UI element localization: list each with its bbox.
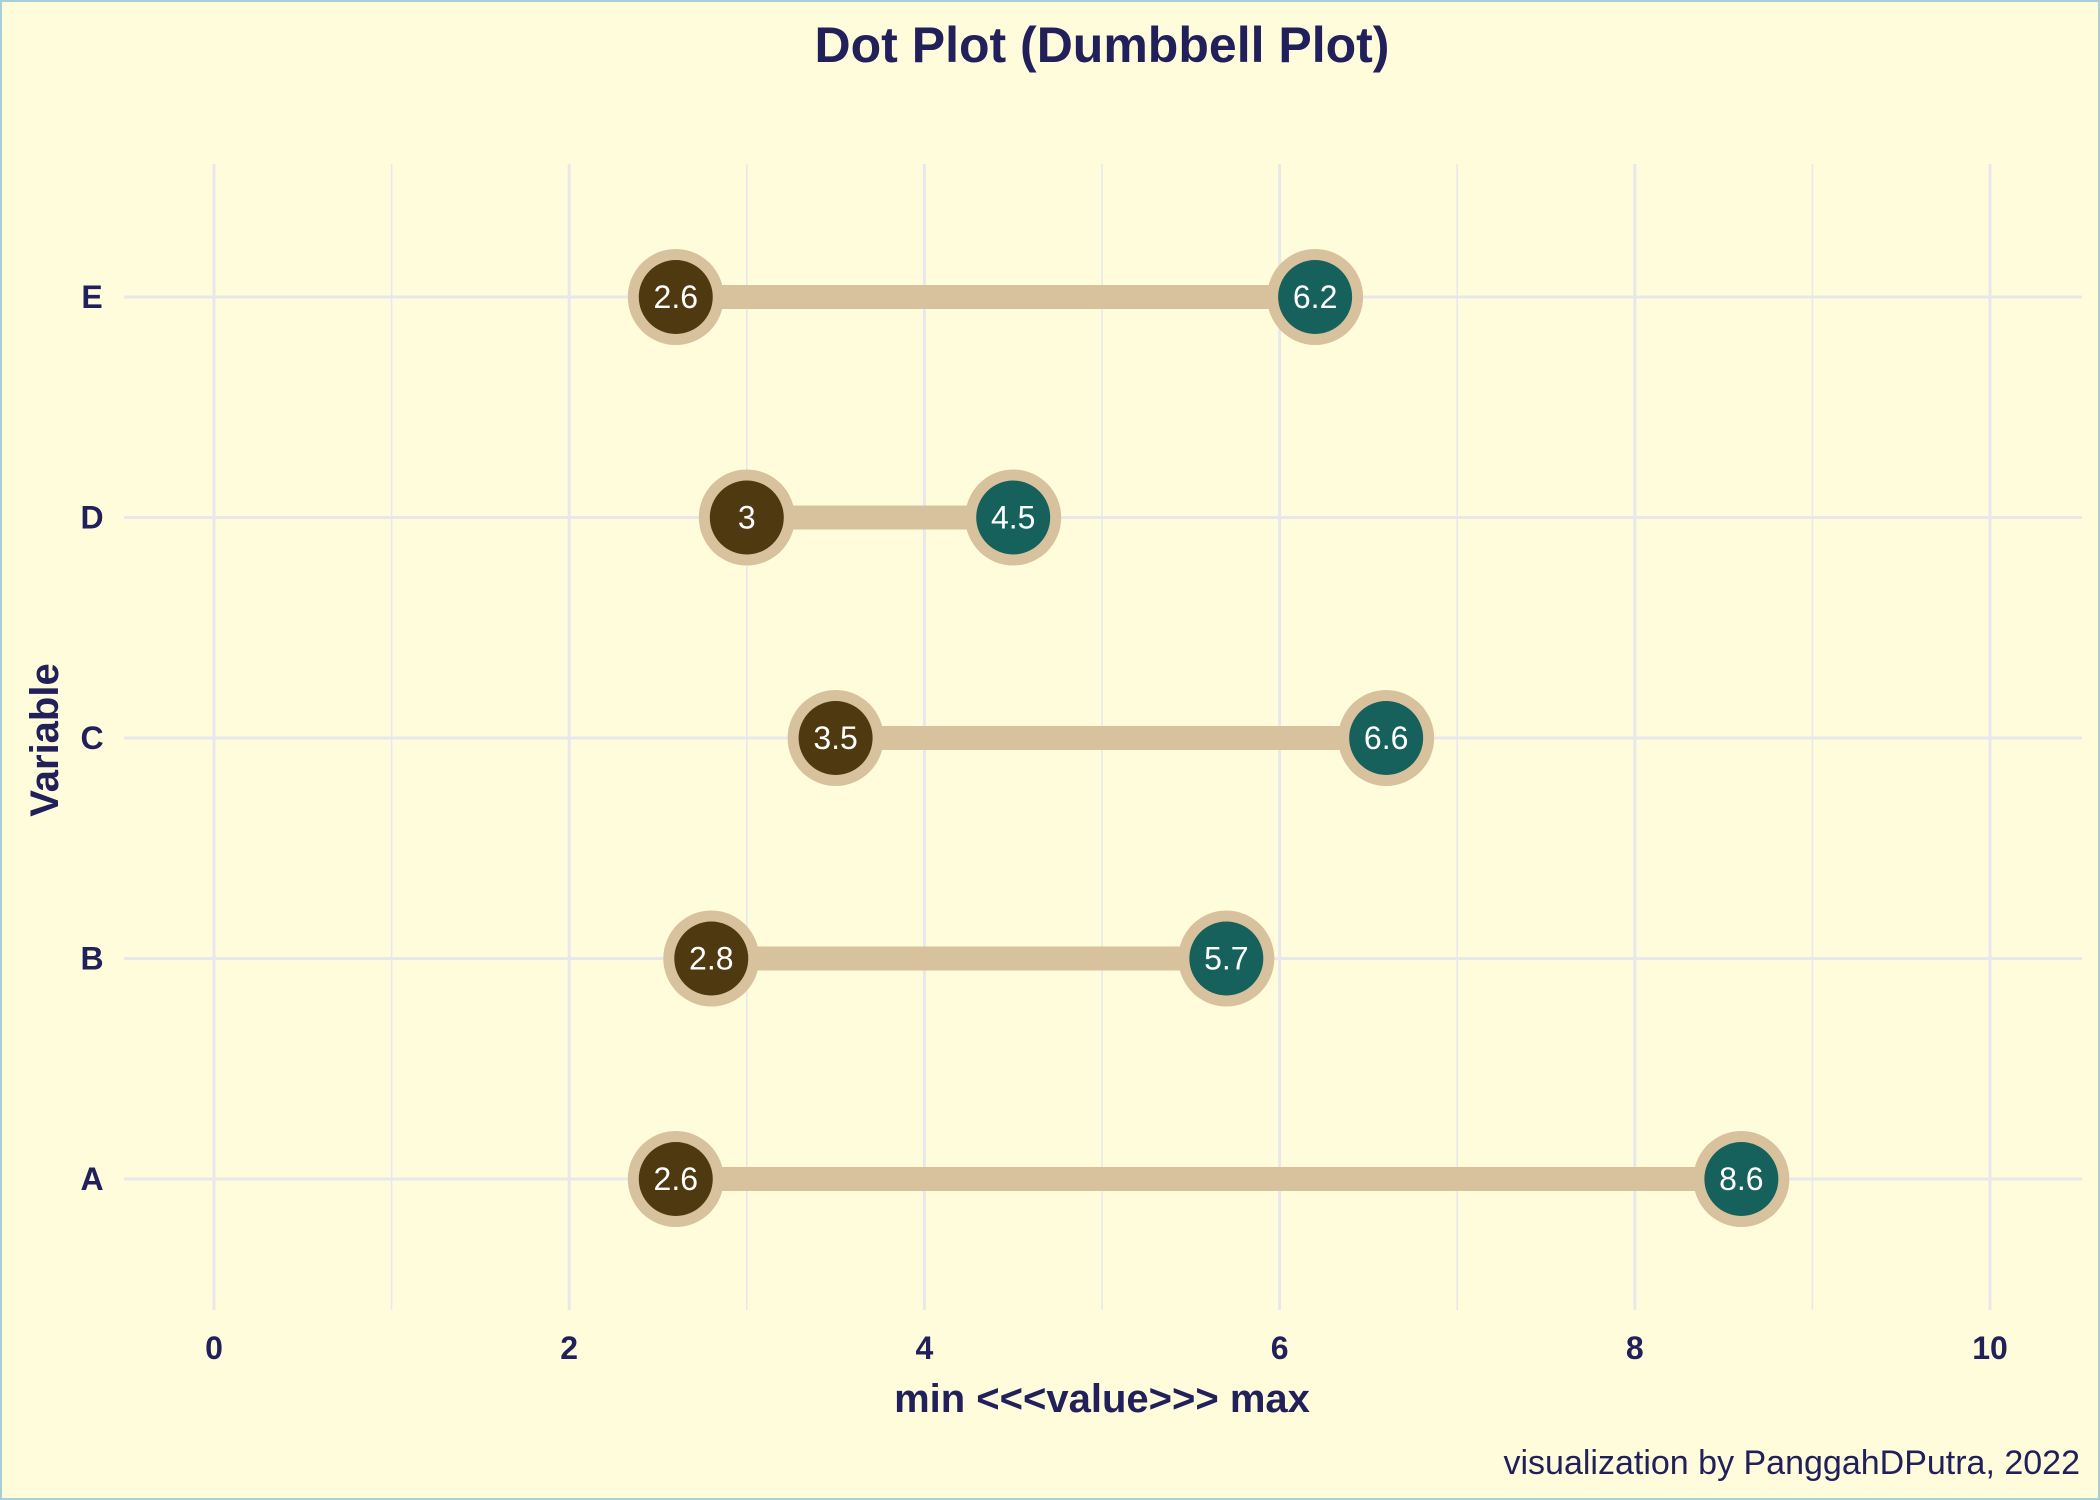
- point-max-b: [1189, 921, 1264, 996]
- x-tick-label: 4: [916, 1330, 934, 1366]
- x-axis-title: min <<<value>>> max: [894, 1377, 1310, 1421]
- y-axis-title: Variable: [23, 663, 67, 816]
- point-max-e: [1278, 260, 1353, 334]
- point-min-b: [674, 921, 749, 996]
- y-tick-label-e: E: [81, 279, 102, 315]
- data-label-max-c: 6.6: [1364, 720, 1408, 756]
- data-label-max-d: 4.5: [991, 500, 1035, 536]
- data-label-min-a: 2.6: [654, 1161, 698, 1197]
- x-tick-label: 8: [1626, 1330, 1644, 1366]
- point-min-d: [709, 480, 784, 555]
- data-label-min-e: 2.6: [654, 279, 698, 315]
- data-label-min-d: 3: [738, 500, 756, 536]
- data-label-min-c: 3.5: [813, 720, 857, 756]
- y-tick-label-d: D: [80, 500, 103, 536]
- x-tick-label: 10: [1972, 1330, 2008, 1366]
- data-label-min-b: 2.8: [689, 941, 733, 977]
- data-layer: 2.6 8.6 2.8 5.7 3.5 6.6 3 4.5 2.6 6.2: [627, 249, 1790, 1227]
- axis-layer: 0 2 4 6 8 10 A B C D E: [80, 279, 2007, 1366]
- point-max-a: [1704, 1142, 1779, 1216]
- point-min-c: [798, 701, 873, 775]
- x-tick-label: 2: [560, 1330, 578, 1366]
- point-min-a: [638, 1142, 713, 1216]
- x-tick-label: 6: [1271, 1330, 1289, 1366]
- point-max-c: [1349, 701, 1424, 775]
- data-label-max-b: 5.7: [1204, 941, 1248, 977]
- data-label-max-a: 8.6: [1719, 1161, 1763, 1197]
- y-tick-label-c: C: [80, 720, 103, 756]
- y-tick-label-b: B: [80, 941, 103, 977]
- point-min-e: [638, 260, 713, 334]
- x-tick-label: 0: [205, 1330, 223, 1366]
- y-tick-label-a: A: [80, 1161, 103, 1197]
- chart-title: Dot Plot (Dumbbell Plot): [815, 17, 1390, 73]
- data-label-max-e: 6.2: [1293, 279, 1337, 315]
- point-max-d: [976, 480, 1051, 555]
- chart-caption: visualization by PanggahDPutra, 2022: [1504, 1444, 2081, 1482]
